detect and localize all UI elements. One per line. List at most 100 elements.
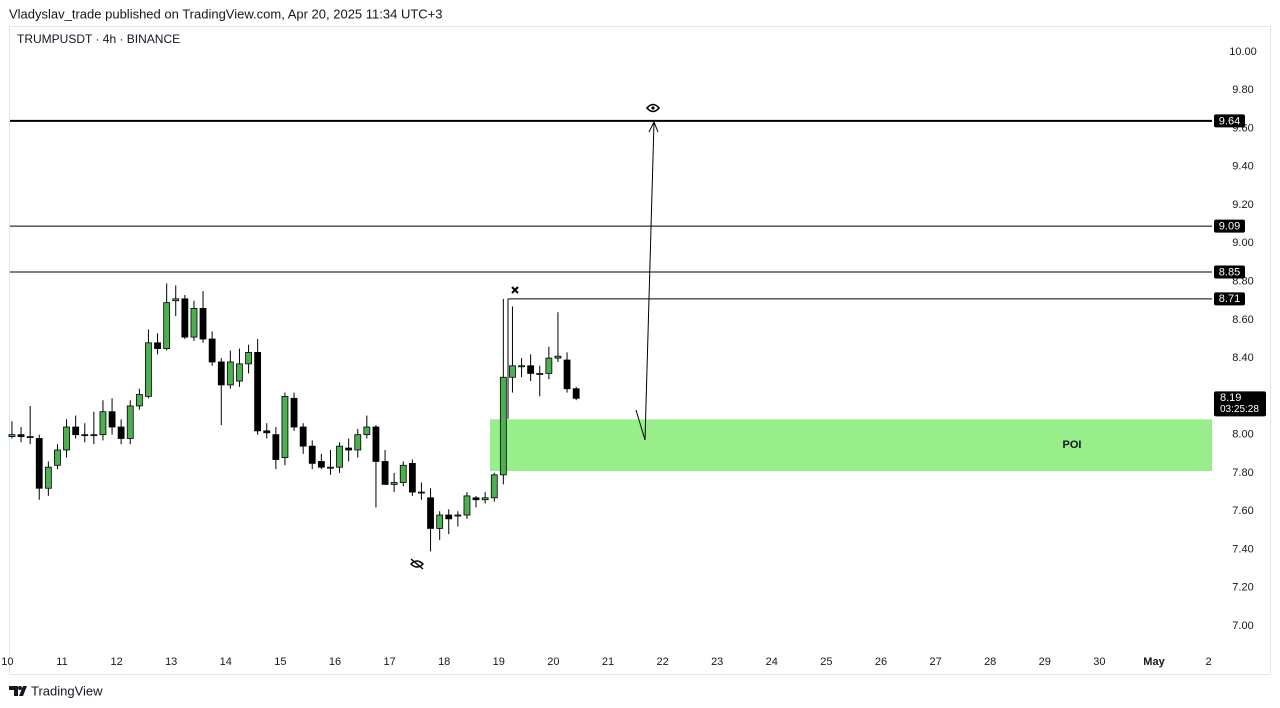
cross-icon	[511, 286, 519, 294]
candle-body	[126, 405, 134, 439]
x-tick-label: 16	[329, 656, 341, 668]
candle-body	[199, 307, 207, 340]
candle-body	[117, 426, 125, 439]
y-tick-label: 8.60	[1232, 314, 1253, 326]
x-tick-label: 26	[875, 656, 887, 668]
y-tick-label: 7.00	[1232, 620, 1253, 632]
candle-body	[490, 474, 498, 499]
countdown: 03:25:28	[1220, 404, 1259, 415]
candle-body	[427, 497, 434, 529]
candle-body	[81, 434, 89, 437]
candle-body	[172, 298, 180, 302]
candle-body	[354, 434, 362, 451]
candle-body	[445, 514, 453, 520]
candle-body	[572, 388, 580, 399]
candle-body	[63, 426, 70, 451]
x-tick-label: 12	[110, 656, 122, 668]
candle-body	[509, 365, 516, 378]
x-tick-label: 20	[547, 656, 559, 668]
candle-body	[54, 449, 61, 466]
candle-body	[181, 298, 189, 338]
zone-label: POI	[1063, 439, 1082, 451]
candle-body	[472, 497, 480, 501]
x-tick-label: May	[1143, 656, 1165, 668]
candle-body	[26, 436, 34, 438]
y-tick-label: 10.00	[1229, 46, 1257, 58]
candle-body	[545, 357, 553, 374]
eye-icon	[645, 103, 661, 113]
candle-body	[299, 426, 307, 447]
chart-title: TRUMPUSDT · 4h · BINANCE	[17, 32, 180, 46]
x-tick-label: 14	[220, 656, 232, 668]
y-tick-label: 7.60	[1232, 505, 1253, 517]
eye-pupil	[651, 106, 655, 110]
x-tick-label: 23	[711, 656, 723, 668]
candle-body	[327, 466, 334, 469]
x-tick-label: 19	[493, 656, 505, 668]
candle-body	[381, 461, 389, 485]
candle-body	[281, 395, 289, 459]
y-tick-label: 7.40	[1232, 543, 1253, 555]
chart-frame	[9, 26, 1271, 675]
candle-body	[226, 361, 234, 386]
candle-body	[35, 438, 43, 489]
y-tick-label: 9.80	[1232, 84, 1253, 96]
level-label-box	[1214, 265, 1245, 279]
y-tick-label: 7.20	[1232, 582, 1253, 594]
x-tick-label: 22	[656, 656, 668, 668]
level-label: 8.71	[1219, 293, 1240, 305]
candle-body	[372, 426, 380, 462]
x-tick-label: 2	[1206, 656, 1212, 668]
candle-body	[536, 373, 544, 375]
x-tick-label: 29	[1039, 656, 1051, 668]
candle-body	[154, 342, 161, 349]
candle-body	[308, 445, 316, 464]
candle-body	[236, 363, 243, 382]
footer-brand: TradingView	[31, 683, 103, 698]
candle-body	[317, 461, 325, 468]
x-tick-label: 18	[438, 656, 450, 668]
x-tick-label: 21	[602, 656, 614, 668]
level-label-box	[1214, 114, 1245, 128]
x-tick-label: 25	[820, 656, 832, 668]
candle-body	[208, 338, 216, 363]
candle-body	[418, 491, 425, 494]
candle-body	[499, 376, 507, 476]
candle-body	[454, 514, 462, 517]
candle-body	[145, 342, 152, 397]
hidden-eye-icon	[410, 558, 424, 570]
x-tick-label: 24	[766, 656, 778, 668]
candle-body	[108, 411, 116, 428]
last-price-box	[1214, 391, 1266, 417]
candle-body	[399, 464, 407, 483]
x-tick-label: 28	[984, 656, 996, 668]
candle-body	[290, 397, 298, 428]
candle-body	[554, 355, 562, 359]
candle-body	[336, 445, 343, 468]
x-tick-label: 27	[929, 656, 941, 668]
candle-body	[44, 466, 52, 489]
candle-body	[481, 497, 489, 501]
candle-body	[345, 447, 353, 451]
candle-body	[135, 394, 143, 407]
level-label: 9.09	[1219, 221, 1240, 233]
candle-body	[463, 495, 471, 516]
candle-body	[17, 434, 25, 437]
last-price: 8.19	[1220, 392, 1241, 404]
candle-body	[72, 426, 80, 436]
candle-body	[190, 307, 198, 338]
y-tick-label: 7.80	[1232, 467, 1253, 479]
candle-body	[408, 462, 416, 493]
candle-body	[390, 482, 398, 485]
y-tick-label: 9.20	[1232, 199, 1253, 211]
candle-body	[163, 302, 171, 349]
candle-body	[99, 411, 107, 436]
x-tick-label: 11	[56, 656, 67, 668]
candle-body	[527, 365, 535, 374]
level-label-box	[1214, 292, 1245, 306]
candle-body	[436, 514, 444, 529]
projection-arrow	[635, 120, 659, 441]
candle-body	[563, 359, 571, 390]
poi-zone	[490, 419, 1212, 472]
